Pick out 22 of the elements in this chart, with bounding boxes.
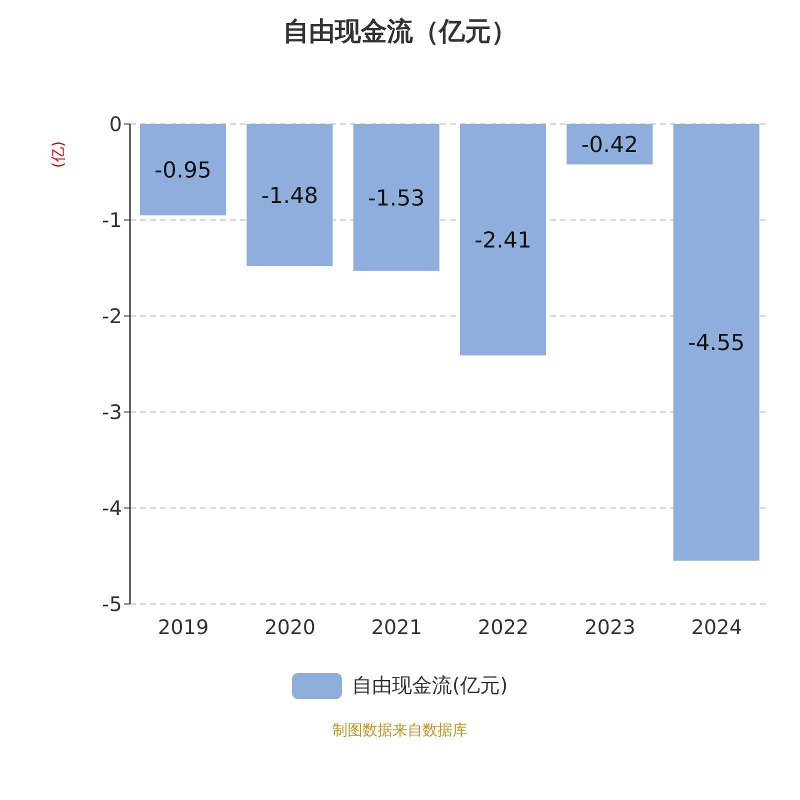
x-tick-label: 2023	[584, 615, 636, 640]
x-tick-label: 2019	[158, 615, 209, 640]
data-label: -0.42	[581, 132, 638, 158]
y-tick-label: 0	[109, 112, 122, 136]
y-tick-label: -2	[102, 304, 122, 328]
x-tick-label: 2021	[371, 615, 422, 640]
text: 制图数据来自数据库	[332, 721, 468, 740]
data-label: -1.53	[368, 186, 425, 212]
legend-label: 自由现金流(亿元)	[352, 672, 508, 699]
x-tick-label: 2020	[264, 615, 316, 640]
chart-title: 自由现金流（亿元）	[282, 16, 518, 49]
y-tick-label: -1	[102, 208, 122, 232]
y-tick-label: -3	[102, 400, 122, 424]
data-label: -1.48	[261, 184, 318, 209]
y-axis-title: (亿)	[48, 140, 68, 168]
x-tick-label: 2022	[478, 615, 529, 640]
data-label: -4.55	[688, 331, 745, 356]
data-label: -0.95	[154, 158, 212, 184]
y-tick-label: -5	[102, 592, 122, 616]
y-tick-label: -4	[102, 496, 122, 520]
data-label: -2.41	[474, 228, 532, 254]
x-tick-label: 2024	[691, 615, 742, 640]
